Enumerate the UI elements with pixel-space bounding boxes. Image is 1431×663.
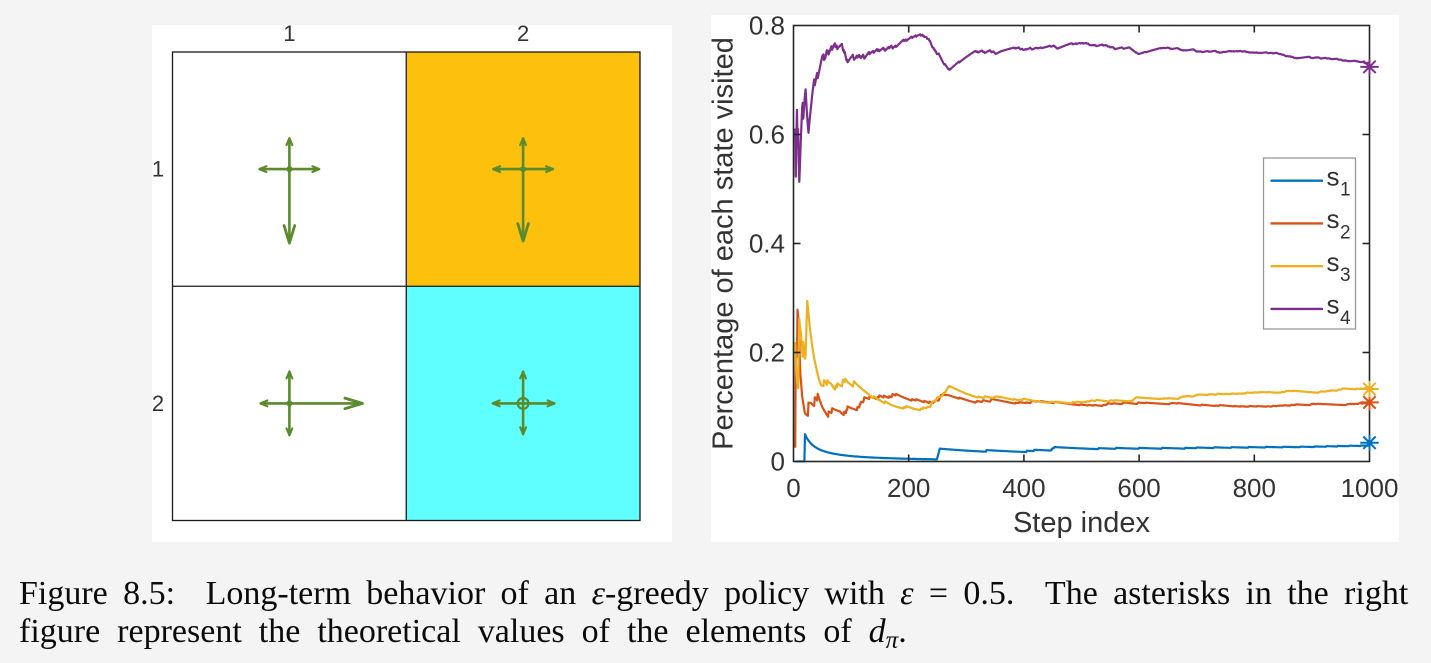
svg-text:1: 1 <box>152 157 164 182</box>
svg-text:Step index: Step index <box>1013 507 1151 539</box>
svg-text:0.6: 0.6 <box>749 120 785 150</box>
svg-text:2: 2 <box>517 21 529 46</box>
svg-text:600: 600 <box>1117 473 1160 503</box>
svg-text:2: 2 <box>152 391 164 416</box>
svg-text:s: s <box>1327 204 1340 234</box>
svg-text:200: 200 <box>887 473 930 503</box>
svg-text:400: 400 <box>1002 473 1045 503</box>
svg-text:1: 1 <box>1340 180 1351 201</box>
svg-text:0.8: 0.8 <box>749 11 785 41</box>
svg-text:Percentage of each state visit: Percentage of each state visited <box>708 37 740 450</box>
svg-text:800: 800 <box>1233 473 1276 503</box>
svg-text:1: 1 <box>283 21 295 46</box>
svg-text:4: 4 <box>1340 308 1351 329</box>
svg-text:3: 3 <box>1340 265 1351 286</box>
svg-text:s: s <box>1327 161 1340 191</box>
svg-text:0.4: 0.4 <box>749 229 785 259</box>
svg-text:s: s <box>1327 247 1340 277</box>
svg-text:2: 2 <box>1340 222 1351 243</box>
svg-text:1000: 1000 <box>1341 473 1399 503</box>
svg-text:0: 0 <box>786 473 800 503</box>
svg-text:0.2: 0.2 <box>749 338 785 368</box>
svg-text:s: s <box>1327 290 1340 320</box>
svg-text:0: 0 <box>771 447 785 477</box>
